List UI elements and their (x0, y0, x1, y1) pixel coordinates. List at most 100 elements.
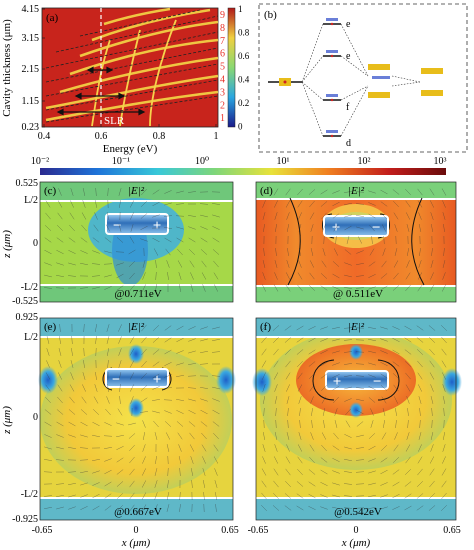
field-arrow (176, 237, 184, 243)
field-arrow (296, 505, 304, 511)
field-arrow (188, 191, 196, 193)
field-arrow (368, 494, 376, 498)
field-arrow (104, 237, 112, 243)
panel-e-energy: @0.667eV (114, 506, 162, 518)
field-arrow (298, 224, 302, 232)
mode-number: 9 (220, 10, 225, 21)
field-arrow (178, 444, 182, 452)
field-arrow (261, 468, 267, 476)
field-arrow (296, 349, 304, 355)
field-arrow (176, 337, 184, 343)
field-arrow (406, 224, 410, 232)
field-arrow (155, 456, 157, 464)
field-arrow (430, 212, 434, 220)
field-arrow (404, 361, 412, 367)
field-arrow (430, 260, 434, 268)
field-arrow (106, 348, 110, 356)
field-arrow (297, 444, 303, 452)
field-arrow (129, 188, 135, 196)
row2-ytick: -0.925 (12, 514, 38, 525)
field-arrow (298, 212, 302, 220)
panel-e-charge-left: − (112, 372, 121, 388)
field-arrow (176, 399, 184, 401)
log-colorbar-tick: 10¹ (277, 156, 290, 167)
field-arrow (344, 274, 352, 278)
field-arrow (212, 398, 220, 402)
log-colorbar: 10⁻² 10⁻¹ 10⁰ 10¹ 10² 10³ (31, 156, 447, 175)
panel-c: − + (40, 182, 233, 302)
field-arrow (200, 326, 208, 330)
field-arrow (189, 444, 195, 452)
level-e-lower: e (346, 51, 351, 62)
field-arrow (95, 336, 97, 344)
field-arrow (116, 262, 124, 266)
field-arrow (80, 237, 88, 243)
field-arrow (272, 325, 280, 331)
field-arrow (285, 284, 291, 292)
field-arrow (200, 351, 208, 353)
field-arrow (262, 260, 266, 268)
field-arrow (320, 285, 328, 291)
field-arrow (287, 248, 289, 256)
field-arrow (81, 224, 87, 232)
field-arrow (308, 361, 316, 367)
field-arrow (130, 224, 134, 232)
field-arrow (343, 351, 353, 353)
log-colorbar-ticks: 10⁻² 10⁻¹ 10⁰ 10¹ 10² 10³ (31, 156, 447, 167)
field-arrow (428, 505, 436, 511)
field-arrow (394, 248, 398, 256)
field-arrow (214, 480, 218, 488)
field-arrow (355, 471, 365, 473)
field-arrow (211, 351, 221, 353)
field-arrow (95, 324, 97, 332)
field-arrow (441, 360, 447, 368)
field-arrow (164, 227, 172, 229)
field-arrow (44, 507, 52, 509)
field-arrow (416, 325, 424, 331)
field-arrow (46, 336, 50, 344)
field-arrow (164, 325, 172, 331)
panel-a-xtick: 0.8 (153, 131, 166, 142)
field-arrow (58, 372, 62, 380)
field-arrow (80, 434, 88, 438)
row2-ylabel: z (μm) (1, 406, 13, 435)
field-arrow (187, 387, 197, 389)
field-arrow (285, 360, 291, 368)
field-arrow (285, 456, 291, 464)
right-xlabel: x (μm) (341, 537, 371, 549)
field-arrow (441, 188, 447, 196)
field-arrow (322, 408, 326, 416)
field-arrow (273, 284, 279, 292)
field-arrow (297, 188, 303, 196)
panel-frames (39, 181, 457, 521)
field-arrow (140, 201, 148, 207)
field-arrow (92, 409, 100, 415)
row1-ytick: 0 (33, 238, 38, 249)
field-arrow (91, 275, 101, 277)
field-arrow (202, 456, 206, 464)
field-arrow (380, 273, 388, 279)
field-arrow (429, 456, 435, 464)
field-arrow (368, 507, 376, 509)
field-arrow (188, 409, 196, 415)
field-arrow (332, 273, 340, 279)
field-arrow (191, 479, 193, 489)
panel-a-colorbar-tick: 0.8 (238, 28, 250, 38)
field-arrow (297, 468, 303, 476)
field-arrow (153, 420, 159, 428)
field-arrow (154, 468, 158, 476)
field-arrow (70, 188, 74, 196)
field-arrow (428, 325, 436, 331)
field-arrow (368, 350, 376, 354)
field-arrow (368, 362, 376, 366)
field-arrow (56, 495, 64, 497)
field-arrow (200, 249, 208, 255)
field-arrow (261, 348, 267, 356)
field-arrow (129, 504, 135, 512)
field-arrow (381, 212, 387, 220)
field-arrow (395, 419, 397, 429)
field-arrow (368, 286, 376, 290)
panel-b: (b) (258, 3, 468, 153)
field-arrow (332, 494, 340, 498)
field-arrow (68, 494, 76, 498)
